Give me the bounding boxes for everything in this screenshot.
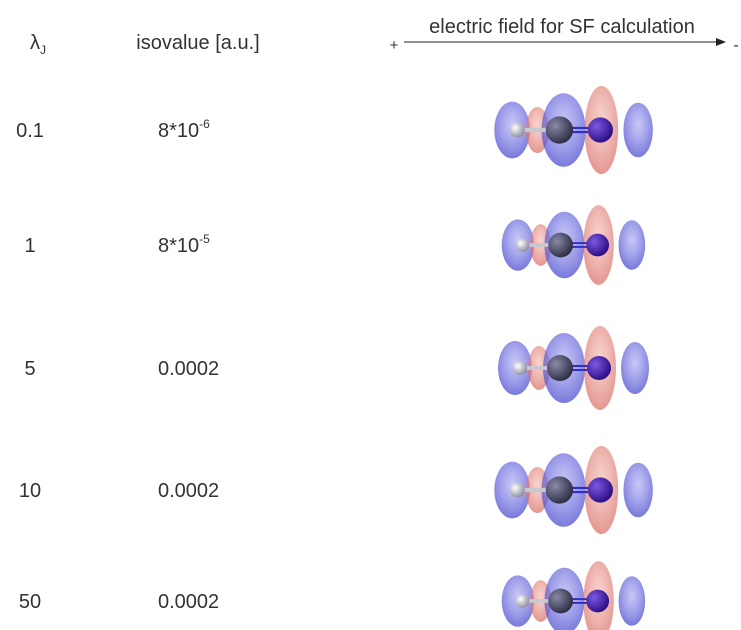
molecule-image — [502, 205, 645, 285]
lambda-value: 0.1 — [16, 120, 44, 142]
atom-c — [546, 476, 573, 503]
lambda-header: λJ — [30, 32, 46, 57]
atom-n — [588, 117, 613, 142]
lambda-value: 10 — [19, 480, 41, 502]
atom-n — [588, 477, 613, 502]
lobe-blue — [621, 342, 649, 394]
atom-h — [513, 361, 527, 375]
atom-h — [510, 483, 525, 498]
isovalue: 0.0002 — [158, 480, 219, 502]
atom-n — [587, 356, 611, 380]
molecule-image — [498, 326, 649, 410]
isovalue: 8*10-5 — [158, 232, 210, 257]
atom-n — [586, 590, 609, 613]
isovalue-exponent: -5 — [199, 232, 210, 246]
atom-h — [516, 238, 529, 251]
lambda-symbol: λ — [30, 32, 40, 54]
field-label: electric field for SF calculation — [429, 16, 695, 38]
atom-c — [546, 116, 573, 143]
figure: λJ isovalue [a.u.] electric field for SF… — [0, 0, 741, 630]
isovalue: 0.0002 — [158, 358, 219, 380]
field-arrow-head — [716, 38, 726, 46]
lobe-blue — [619, 220, 646, 269]
molecule-image — [502, 561, 645, 630]
field-minus: - — [733, 37, 738, 54]
isovalue-text: 0.0002 — [158, 591, 219, 613]
isovalue-text: 0.0002 — [158, 480, 219, 502]
isovalue-header: isovalue [a.u.] — [136, 32, 259, 54]
isovalue-exponent: -6 — [199, 117, 210, 131]
molecule-image — [494, 446, 653, 534]
isovalue-text: 0.0002 — [158, 358, 219, 380]
isovalue: 8*10-6 — [158, 117, 210, 142]
field-plus: + — [390, 37, 399, 54]
atom-c — [548, 233, 573, 258]
isovalue: 0.0002 — [158, 591, 219, 613]
lambda-value: 50 — [19, 591, 41, 613]
lobe-blue — [623, 103, 652, 158]
atom-n — [586, 234, 609, 257]
atom-c — [547, 355, 573, 381]
isovalue-text: 8*10 — [158, 120, 199, 142]
atom-h — [510, 123, 525, 138]
page: {"header": {"lambda": {"symbol": "λ", "s… — [0, 0, 741, 630]
lambda-subscript: J — [40, 43, 46, 57]
lobe-blue — [623, 463, 652, 518]
lambda-value: 1 — [24, 235, 35, 257]
lambda-value: 5 — [24, 358, 35, 380]
molecule-image — [494, 86, 653, 174]
isovalue-text: 8*10 — [158, 235, 199, 257]
lobe-blue — [619, 576, 646, 625]
atom-c — [548, 589, 573, 614]
atom-h — [516, 594, 529, 607]
